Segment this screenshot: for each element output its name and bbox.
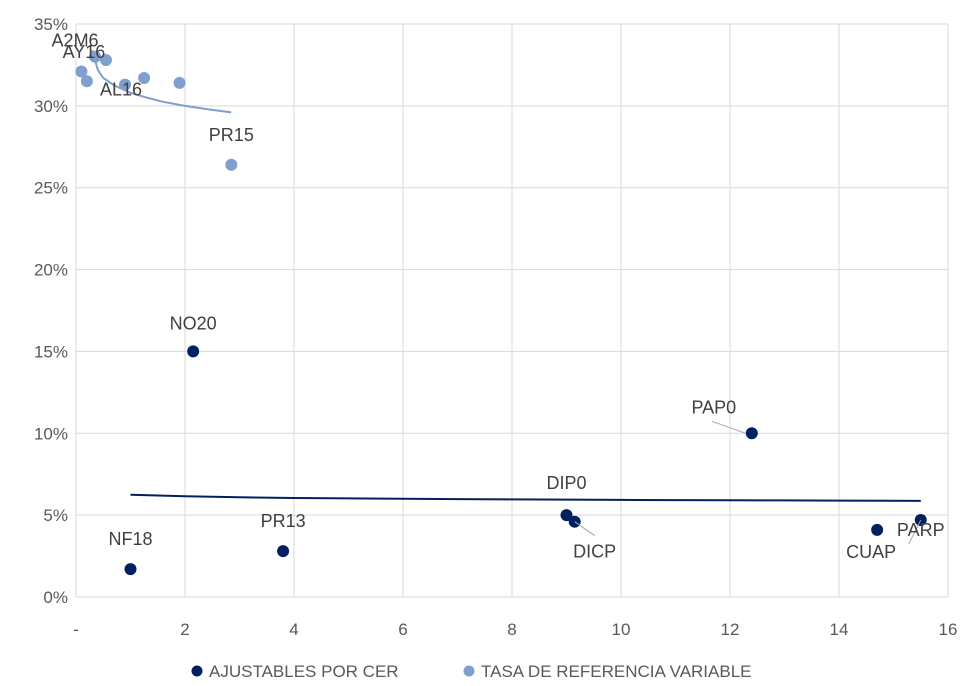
point-layer — [75, 50, 927, 576]
point-label: NF18 — [108, 529, 152, 549]
legend-marker — [191, 665, 203, 677]
legend: AJUSTABLES POR CER TASA DE REFERENCIA VAR… — [191, 662, 752, 681]
point-label: CUAP — [846, 542, 896, 562]
point-label: PR13 — [261, 511, 306, 531]
x-tick-label: - — [73, 620, 79, 639]
legend-label: TASA DE REFERENCIA VARIABLE — [481, 662, 752, 681]
scatter-point — [138, 72, 151, 85]
legend-label: AJUSTABLES POR CER — [209, 662, 399, 681]
x-tick-label: 2 — [180, 620, 189, 639]
label-leader-line — [574, 521, 595, 537]
scatter-point — [80, 75, 93, 88]
point-label: PARP — [897, 520, 945, 540]
axis-layer: - 2 4 6 8 10 12 14 16 0% 5% 10% 15% 20% 25% 30% 35% — [34, 15, 957, 639]
point-label: A2M6 — [52, 31, 99, 51]
y-tick-label: 20% — [34, 261, 68, 280]
scatter-point — [745, 427, 758, 440]
label-leader-line — [908, 519, 922, 545]
point-label: AL16 — [100, 80, 142, 100]
point-label: NO20 — [170, 313, 217, 333]
scatter-point — [124, 563, 137, 576]
scatter-point — [119, 78, 132, 91]
x-tick-label: 14 — [830, 620, 849, 639]
point-label: PR15 — [209, 125, 254, 145]
x-tick-label: 8 — [507, 620, 516, 639]
point-label: DIP0 — [546, 473, 586, 493]
point-label: DICP — [573, 542, 616, 562]
x-tick-label: 6 — [398, 620, 407, 639]
trendline — [91, 49, 232, 114]
y-tick-label: 0% — [43, 588, 68, 607]
scatter-point — [75, 65, 88, 78]
x-tick-label: 4 — [289, 620, 298, 639]
y-tick-label: 15% — [34, 342, 68, 361]
scatter-point — [871, 523, 884, 536]
scatter-point — [187, 345, 200, 358]
y-tick-label: 35% — [34, 15, 68, 34]
scatter-point — [225, 158, 238, 171]
label-leader-line — [711, 420, 746, 434]
x-tick-label: 16 — [939, 620, 958, 639]
trendline-layer — [91, 49, 921, 502]
y-tick-label: 30% — [34, 97, 68, 116]
point-label: AY16 — [63, 42, 106, 62]
scatter-point — [560, 509, 573, 522]
y-tick-label: 25% — [34, 179, 68, 198]
legend-marker — [463, 665, 475, 677]
trendline — [130, 493, 921, 502]
grid-layer — [75, 23, 949, 598]
scatter-point — [89, 50, 102, 63]
y-tick-label: 10% — [34, 424, 68, 443]
x-tick-label: 12 — [721, 620, 740, 639]
scatter-point — [173, 76, 186, 89]
y-tick-label: 5% — [43, 506, 68, 525]
x-tick-label: 10 — [612, 620, 631, 639]
scatter-point — [277, 545, 290, 558]
point-label: PAP0 — [691, 397, 736, 417]
scatter-point — [99, 54, 112, 67]
